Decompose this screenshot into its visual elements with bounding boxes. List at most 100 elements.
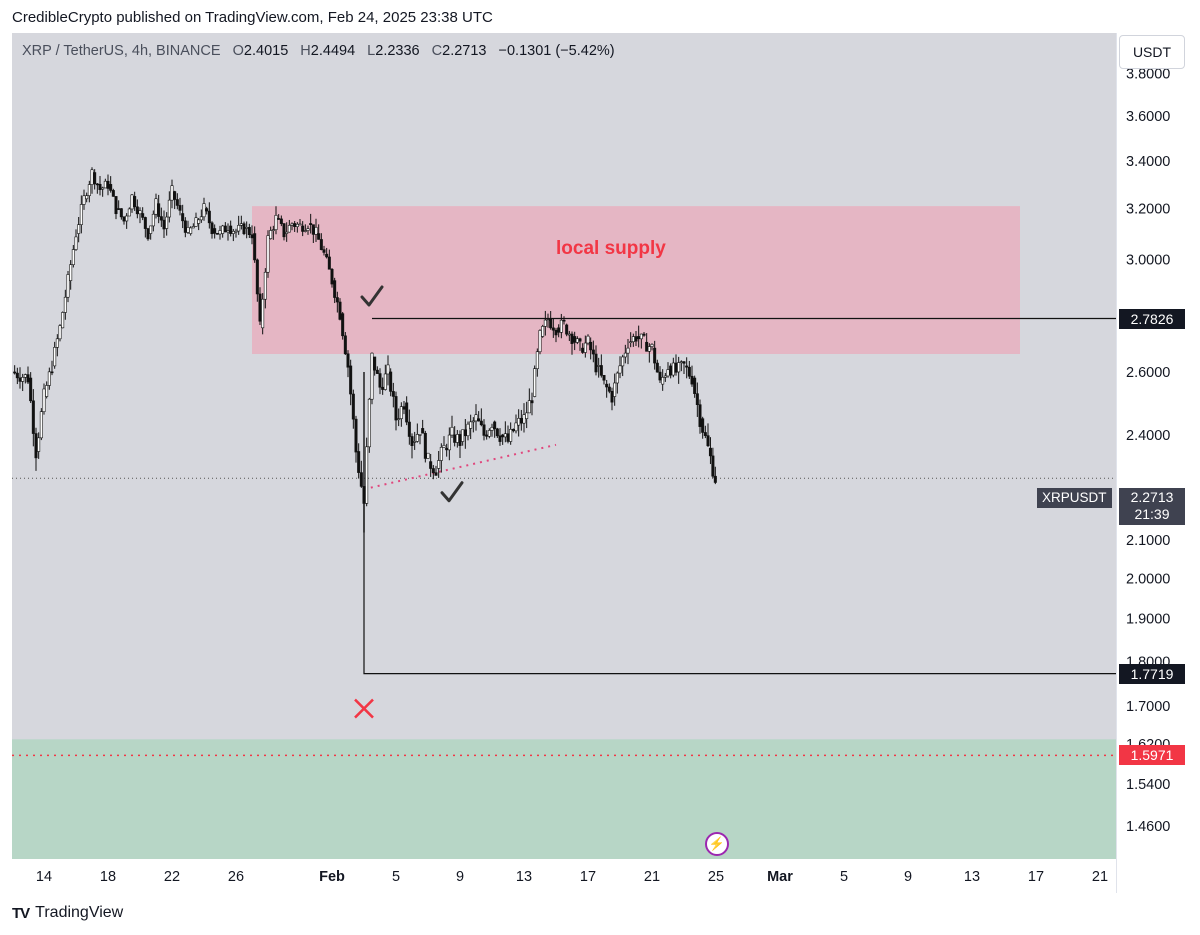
candle-body [349, 365, 353, 395]
candle-body [37, 437, 41, 452]
tradingview-logo[interactable]: TV TradingView [12, 904, 123, 922]
price-axis-label: 2.6000 [1126, 365, 1170, 381]
candle-body [674, 362, 678, 373]
open-key: O [232, 43, 244, 59]
candle-body [658, 371, 662, 381]
checkmark-icon [440, 481, 464, 503]
candle-body [671, 362, 675, 376]
candle-body [541, 326, 545, 337]
time-axis-label: 5 [392, 869, 400, 885]
candle-body [527, 400, 531, 414]
time-axis-label: 18 [100, 869, 116, 885]
candle-body [581, 347, 585, 353]
candle-body [455, 434, 459, 443]
candle-body [453, 434, 457, 443]
candle-body [29, 377, 33, 402]
candle-body [549, 318, 553, 329]
candle-body [277, 218, 281, 220]
candle-body [559, 319, 563, 333]
price-chart[interactable]: local supply 14 18 22 26 Feb 5 9 13 17 21 25 Mar 5 9 13… [12, 33, 1116, 893]
price-tag-lower-level: 1.7719 [1119, 663, 1185, 684]
candle-body [90, 169, 94, 185]
ohlc-header: XRP / TetherUS, 4h, BINANCE O2.4015 H2.4… [22, 43, 623, 59]
candle-body [301, 225, 305, 232]
candle-body [519, 418, 523, 424]
candle-body [546, 319, 550, 321]
candle-body [474, 414, 478, 422]
candle-body [63, 296, 67, 313]
symbol-tag: XRPUSDT [1037, 488, 1112, 508]
candle-body [399, 406, 403, 419]
candle-body [410, 436, 414, 446]
candle-body [117, 208, 121, 210]
candle-body [397, 418, 401, 420]
candle-body [607, 386, 611, 392]
candle-body [330, 268, 334, 285]
candle-body [103, 180, 107, 189]
candle-body [402, 406, 406, 410]
candle-body [645, 341, 649, 352]
candle-body [693, 377, 697, 394]
symbol-label[interactable]: XRP / TetherUS, 4h, BINANCE [22, 43, 221, 59]
candle-body [623, 352, 627, 358]
candle-body [594, 353, 598, 373]
candle-body [74, 236, 78, 250]
demand-zone [12, 739, 1116, 859]
price-axis-label: 2.1000 [1126, 533, 1170, 549]
supply-zone-label: local supply [556, 238, 666, 259]
candle-body [597, 365, 601, 367]
candle-body [487, 430, 491, 437]
candle-body [701, 418, 705, 433]
candle-body [221, 225, 225, 234]
candle-body [130, 194, 134, 210]
chart-area[interactable]: local supply 14 18 22 26 Feb 5 9 13 17 21 25 Mar 5 9 13… [12, 33, 1116, 893]
candle-body [695, 393, 699, 405]
brand-label: TradingView [35, 904, 124, 921]
candle-body [111, 190, 115, 197]
candle-body [101, 187, 105, 190]
price-axis-label: 1.4600 [1126, 819, 1170, 835]
live-price-tag: 2.2713 21:39 [1119, 488, 1185, 525]
candle-body [461, 429, 465, 442]
candle-body [605, 383, 609, 388]
plot-background [12, 33, 1116, 859]
price-tag-demand-level: 1.5971 [1119, 745, 1185, 766]
candle-body [133, 196, 137, 208]
candle-body [45, 385, 49, 397]
candle-body [423, 432, 427, 459]
cross-icon [354, 698, 374, 719]
candle-body [226, 230, 230, 233]
candle-body [509, 429, 513, 442]
candle-body [218, 230, 222, 235]
candle-body [661, 377, 665, 385]
candle-body [181, 213, 185, 222]
candle-body [306, 228, 310, 231]
candle-body [626, 347, 630, 354]
change-value: −0.1301 (−5.42%) [498, 43, 615, 59]
candle-body [271, 229, 275, 231]
currency-button[interactable]: USDT [1119, 35, 1185, 69]
candle-body [533, 368, 537, 397]
lightning-icon[interactable]: ⚡ [705, 832, 729, 856]
candle-body [26, 374, 30, 383]
time-axis-label: 5 [840, 869, 848, 885]
time-axis-label: Mar [767, 869, 793, 885]
candle-body [85, 195, 89, 200]
candle-body [263, 271, 267, 300]
candle-body [589, 341, 593, 351]
candle-body [322, 249, 326, 253]
candle-body [119, 208, 123, 218]
candle-body [631, 336, 635, 343]
candle-body [95, 183, 99, 186]
candle-body [186, 227, 190, 233]
candle-body [159, 216, 163, 221]
candle-body [31, 400, 35, 434]
time-axis-label: 9 [456, 869, 464, 885]
candle-body [357, 451, 361, 473]
candle-body [618, 365, 622, 374]
candle-body [511, 429, 515, 432]
price-axis-label: 3.0000 [1126, 252, 1170, 268]
candle-body [711, 455, 715, 477]
candle-body [565, 324, 569, 335]
time-axis-label: 22 [164, 869, 180, 885]
